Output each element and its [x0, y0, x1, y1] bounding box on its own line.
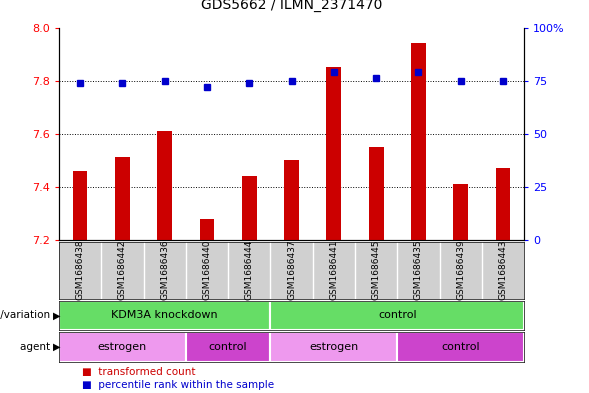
- Text: KDM3A knockdown: KDM3A knockdown: [111, 310, 218, 320]
- Bar: [157, 131, 172, 240]
- Text: GSM1686436: GSM1686436: [160, 240, 169, 301]
- Bar: [270, 301, 524, 330]
- Bar: [242, 176, 257, 240]
- Text: GSM1686438: GSM1686438: [75, 240, 85, 301]
- Bar: [72, 171, 87, 240]
- Bar: [326, 67, 341, 240]
- Text: estrogen: estrogen: [98, 342, 147, 352]
- Text: GSM1686435: GSM1686435: [414, 240, 423, 301]
- Text: GSM1686441: GSM1686441: [329, 240, 338, 300]
- Text: agent: agent: [19, 342, 53, 352]
- Text: control: control: [441, 342, 480, 352]
- Text: GSM1686444: GSM1686444: [245, 240, 254, 300]
- Bar: [284, 160, 299, 240]
- Bar: [369, 147, 383, 240]
- Bar: [186, 332, 270, 362]
- Text: GSM1686443: GSM1686443: [498, 240, 508, 300]
- Text: control: control: [378, 310, 416, 320]
- Text: ■  transformed count: ■ transformed count: [82, 367, 196, 377]
- Bar: [270, 332, 398, 362]
- Text: ▶: ▶: [53, 310, 61, 320]
- Text: ■  percentile rank within the sample: ■ percentile rank within the sample: [82, 380, 274, 390]
- Text: GSM1686439: GSM1686439: [456, 240, 465, 301]
- Text: GDS5662 / ILMN_2371470: GDS5662 / ILMN_2371470: [201, 0, 382, 12]
- Bar: [411, 43, 426, 240]
- Text: genotype/variation: genotype/variation: [0, 310, 53, 320]
- Text: GSM1686437: GSM1686437: [287, 240, 296, 301]
- Text: ▶: ▶: [53, 342, 61, 352]
- Bar: [496, 168, 511, 240]
- Text: control: control: [209, 342, 247, 352]
- Bar: [454, 184, 468, 240]
- Bar: [59, 332, 186, 362]
- Bar: [200, 219, 214, 240]
- Bar: [115, 158, 130, 240]
- Text: GSM1686445: GSM1686445: [372, 240, 380, 300]
- Text: estrogen: estrogen: [309, 342, 359, 352]
- Text: GSM1686442: GSM1686442: [118, 240, 127, 300]
- Bar: [59, 301, 270, 330]
- Bar: [398, 332, 524, 362]
- Text: GSM1686440: GSM1686440: [203, 240, 211, 300]
